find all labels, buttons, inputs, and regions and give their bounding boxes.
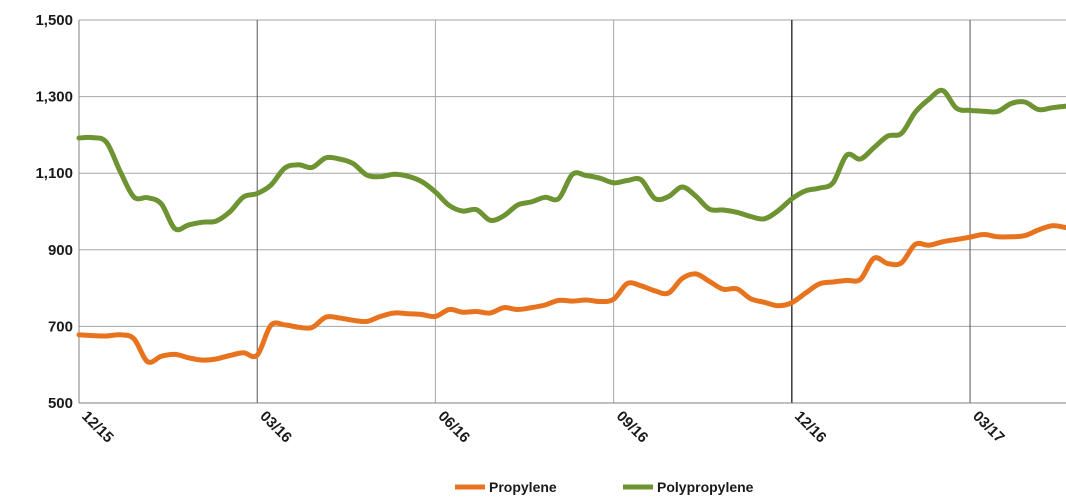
series-lines — [76, 87, 1066, 365]
legend-label: Polypropylene — [657, 479, 754, 495]
y-tick-label: 500 — [48, 395, 73, 412]
x-tick-label: 09/16 — [613, 408, 652, 447]
x-tick-label: 03/17 — [969, 408, 1008, 447]
y-tick-label: 900 — [48, 242, 73, 259]
series-line-polypropylene — [76, 87, 1066, 233]
x-tick-label: 06/16 — [435, 408, 474, 447]
x-tick-label: 03/16 — [256, 408, 295, 447]
grid — [78, 19, 1066, 404]
legend: Propylene Polypropylene — [455, 479, 754, 495]
y-tick-label: 1,500 — [35, 12, 73, 29]
x-tick-label: 12/16 — [791, 408, 830, 447]
y-tick-label: 1,100 — [35, 165, 73, 182]
x-axis-labels: 12/15 03/16 06/16 09/16 12/16 03/17 — [78, 408, 1008, 447]
y-axis-labels: 500 700 900 1,100 1,300 1,500 — [35, 12, 73, 412]
y-tick-label: 700 — [48, 318, 73, 335]
x-tick-label: 12/15 — [78, 408, 117, 447]
y-tick-label: 1,300 — [35, 89, 73, 106]
series-line-propylene — [76, 223, 1066, 365]
legend-label: Propylene — [489, 479, 557, 495]
